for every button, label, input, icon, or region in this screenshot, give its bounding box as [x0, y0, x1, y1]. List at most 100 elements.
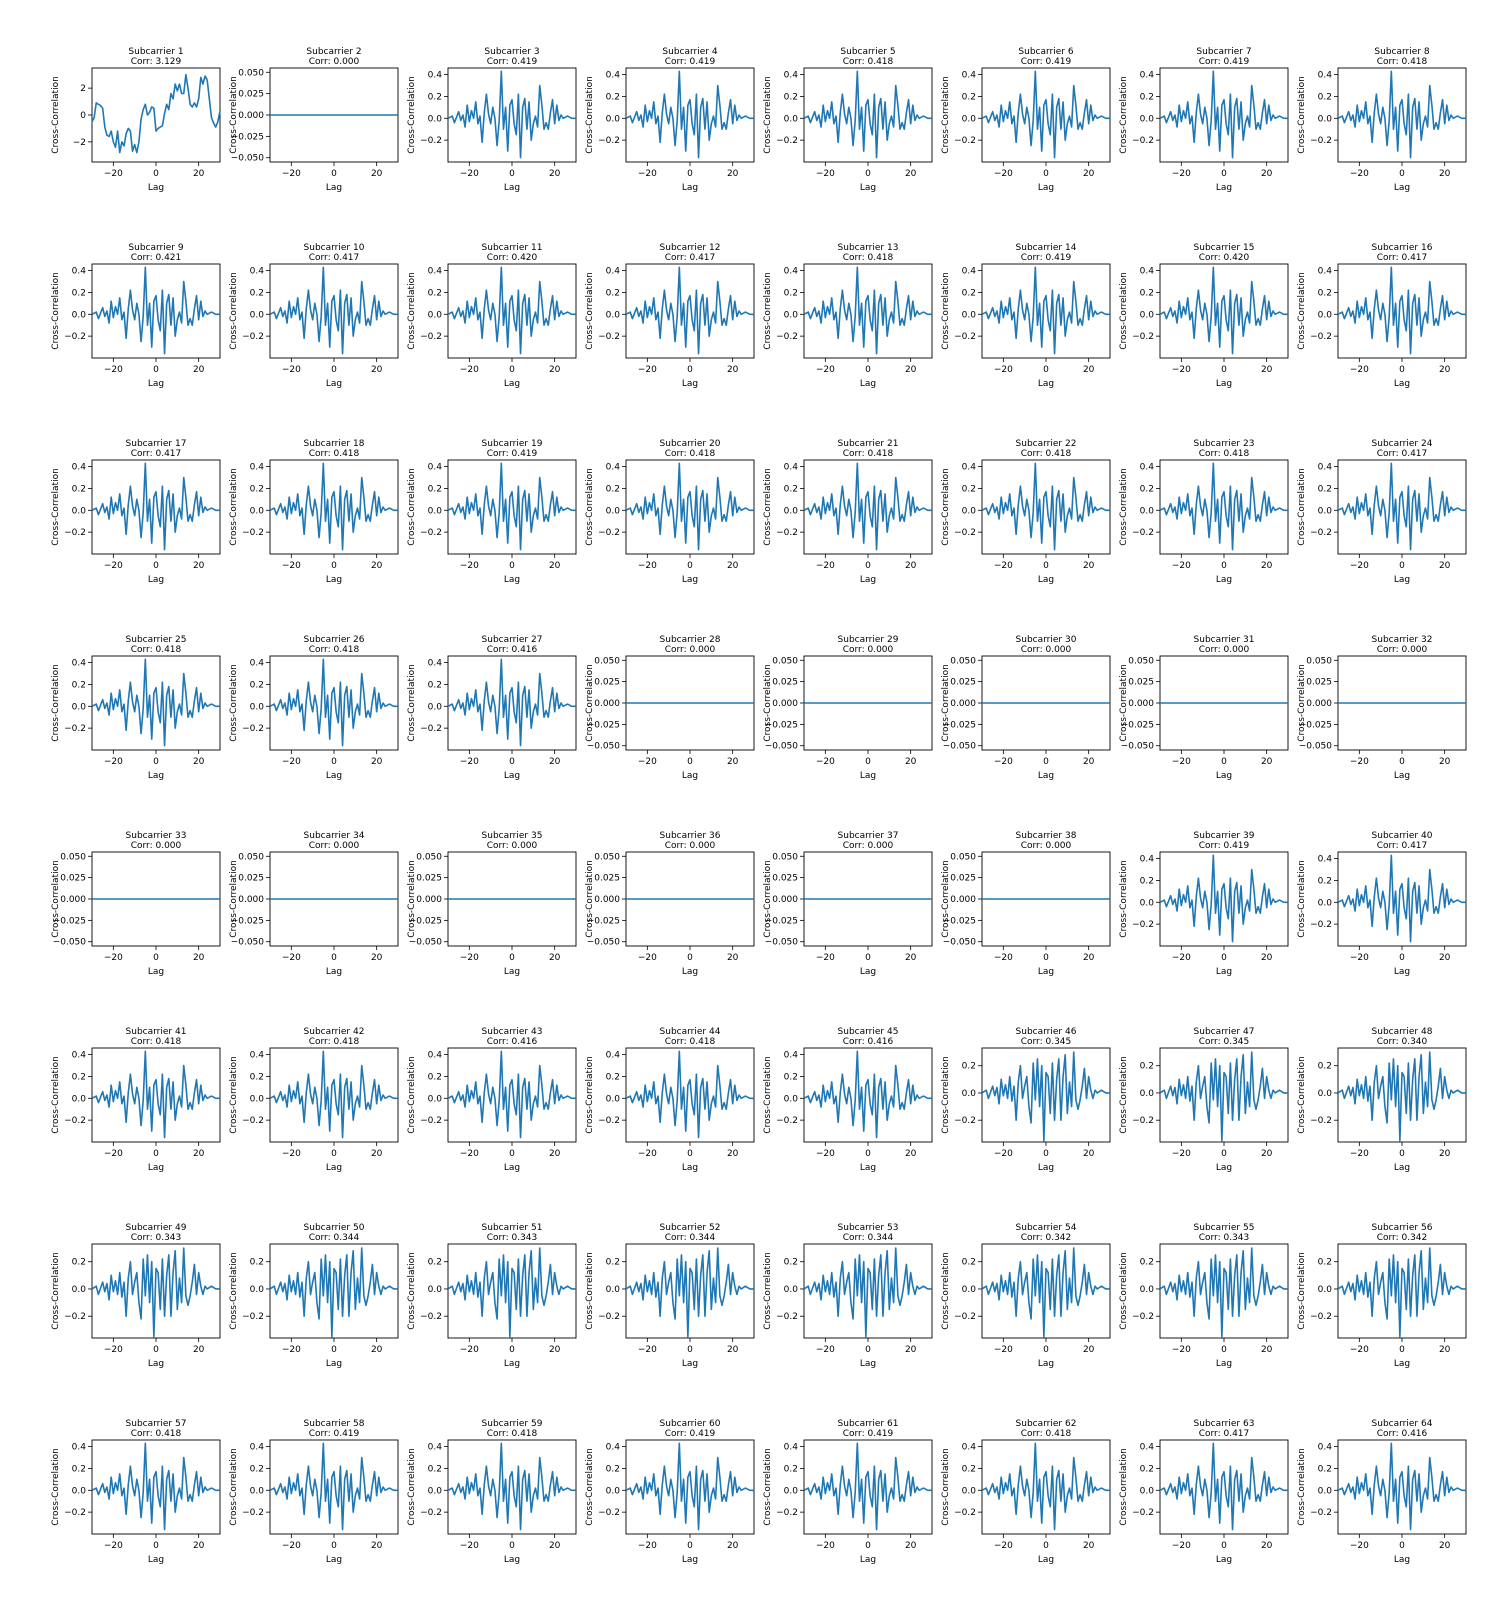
y-tick-label: 0.4 [784, 1051, 799, 1061]
y-tick-label: −0.2 [420, 136, 442, 146]
x-tick-label: 0 [331, 953, 337, 963]
series-line [91, 1050, 220, 1139]
x-tick-label: 0 [509, 757, 515, 767]
x-tick-label: 20 [371, 953, 383, 963]
subplot-corr: Corr: 0.418 [843, 57, 894, 67]
x-axis-label: Lag [860, 379, 876, 389]
y-tick-label: 0.0 [1140, 1486, 1155, 1496]
x-tick-label: 20 [1439, 1149, 1451, 1159]
x-tick-label: 20 [1083, 561, 1095, 571]
y-axis-label: Cross-Correlation [585, 860, 595, 938]
y-tick-label: 0.0 [428, 1094, 443, 1104]
y-axis-label: Cross-Correlation [1297, 664, 1307, 742]
series-line [625, 1050, 754, 1139]
x-tick-label: 20 [371, 561, 383, 571]
y-tick-label: 0.2 [784, 1072, 798, 1082]
subplot-corr: Corr: 3.129 [131, 57, 182, 67]
y-tick-label: 0.4 [250, 1443, 265, 1453]
series-line [803, 1442, 932, 1531]
y-tick-label: −0.2 [598, 1312, 620, 1322]
y-tick-label: 0.000 [594, 895, 620, 905]
y-tick-label: −0.050 [587, 742, 621, 752]
subplot-corr: Corr: 0.000 [1021, 841, 1072, 851]
series-line [91, 1247, 220, 1338]
series-line [1159, 854, 1288, 943]
series-line [981, 70, 1110, 159]
y-axis-label: Cross-Correlation [763, 1056, 773, 1134]
subplot-title: Subcarrier 42 [304, 1027, 365, 1037]
y-tick-label: −0.025 [765, 720, 798, 730]
y-tick-label: 0.4 [784, 71, 799, 81]
x-tick-label: 0 [1221, 561, 1227, 571]
y-tick-label: 0.2 [72, 1072, 86, 1082]
y-tick-label: 0.025 [950, 874, 976, 884]
y-tick-label: 0.0 [72, 1486, 87, 1496]
y-tick-label: 0.0 [428, 114, 443, 124]
x-tick-label: −20 [1172, 953, 1191, 963]
x-tick-label: 0 [153, 953, 159, 963]
y-tick-label: 0.4 [428, 267, 443, 277]
subplot-corr: Corr: 0.000 [1377, 645, 1428, 655]
x-tick-label: −20 [460, 365, 479, 375]
y-tick-label: −0.2 [1310, 1312, 1332, 1322]
x-tick-label: 0 [865, 561, 871, 571]
subplot-corr: Corr: 0.344 [309, 1233, 360, 1243]
y-tick-label: 0.2 [72, 288, 86, 298]
x-tick-label: 20 [1261, 365, 1273, 375]
x-axis-label: Lag [148, 379, 164, 389]
x-axis-label: Lag [860, 1359, 876, 1369]
subplot-corr: Corr: 0.000 [487, 841, 538, 851]
y-tick-label: −0.2 [1310, 332, 1332, 342]
y-axis-label: Cross-Correlation [407, 468, 417, 546]
y-axis-label: Cross-Correlation [1297, 272, 1307, 350]
x-axis-label: Lag [682, 967, 698, 977]
y-tick-label: 0.2 [1318, 1258, 1332, 1268]
subplot-corr: Corr: 0.419 [843, 1429, 894, 1439]
x-tick-label: −20 [816, 1345, 835, 1355]
series-line [625, 70, 754, 159]
axes-frame [1159, 263, 1289, 359]
x-tick-label: 20 [727, 757, 739, 767]
y-tick-label: 0.000 [772, 895, 798, 905]
subplot-title: Subcarrier 56 [1372, 1223, 1433, 1233]
subplot-corr: Corr: 0.416 [843, 1037, 894, 1047]
x-tick-label: 20 [371, 1541, 383, 1551]
y-tick-label: 0.025 [772, 874, 798, 884]
y-tick-label: −0.050 [53, 938, 87, 948]
subplot-corr: Corr: 0.345 [1021, 1037, 1072, 1047]
y-tick-label: −0.2 [242, 1312, 264, 1322]
y-tick-label: −0.050 [587, 938, 621, 948]
x-axis-label: Lag [682, 1555, 698, 1565]
subplot-title: Subcarrier 45 [838, 1027, 899, 1037]
series-line [447, 462, 576, 551]
y-tick-label: 0.000 [60, 895, 86, 905]
axes-frame [625, 1047, 755, 1143]
x-tick-label: 20 [193, 1345, 205, 1355]
y-tick-label: 0.2 [962, 484, 976, 494]
subplot-title: Subcarrier 2 [306, 47, 361, 57]
y-tick-label: 0.2 [606, 92, 620, 102]
x-tick-label: 20 [1439, 1345, 1451, 1355]
y-tick-label: −0.025 [409, 916, 442, 926]
y-tick-label: −0.2 [954, 1508, 976, 1518]
x-axis-label: Lag [1394, 771, 1410, 781]
x-tick-label: 20 [1439, 561, 1451, 571]
x-tick-label: −20 [1350, 561, 1369, 571]
y-tick-label: −0.2 [1310, 920, 1332, 930]
x-axis-label: Lag [860, 1555, 876, 1565]
axes-frame [625, 459, 755, 555]
series-line [91, 266, 220, 355]
x-tick-label: −20 [104, 561, 123, 571]
x-tick-label: −20 [460, 1541, 479, 1551]
x-tick-label: 20 [905, 169, 917, 179]
subplot-corr: Corr: 0.419 [665, 57, 716, 67]
y-tick-label: −0.050 [943, 742, 977, 752]
